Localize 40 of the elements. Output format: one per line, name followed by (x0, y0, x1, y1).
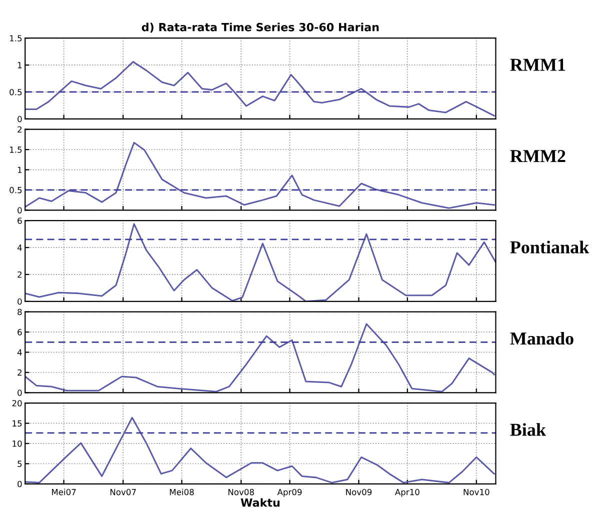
y-tick-label: 0.5 (10, 186, 22, 194)
y-tick-label: 4 (17, 349, 22, 356)
text: RMM2 (510, 150, 566, 162)
y-tick-label: 0 (18, 480, 22, 488)
y-tick-label: 20 (12, 400, 22, 406)
y-tick-label: 0 (18, 390, 22, 396)
y-tick-label: 4 (17, 244, 22, 251)
y-tick-label: 0 (18, 298, 22, 305)
y-tick-label: 5 (18, 460, 22, 467)
y-tick-label: 10 (12, 440, 22, 447)
x-tick-label: Nov08 (228, 488, 254, 496)
series-label: Manado (510, 332, 574, 345)
y-tick-label: 8 (18, 308, 22, 316)
x-tick-label: Apr10 (394, 488, 420, 497)
y-tick-label: 6 (18, 329, 22, 336)
line-series (25, 61, 495, 116)
y-tick-label: 2 (18, 271, 22, 278)
x-tick-label: Nov10 (464, 488, 490, 496)
y-tick-label: 1.5 (10, 146, 22, 153)
y-tick-label: 0.5 (10, 88, 22, 96)
y-tick-label: 1 (18, 62, 22, 68)
series-label: Pontianak (510, 240, 590, 254)
x-tick-label: Nov07 (110, 488, 136, 496)
y-tick-label: 2 (18, 126, 22, 133)
y-tick-label: 15 (12, 420, 22, 427)
line-series (25, 223, 496, 302)
x-tick-label: Mei07 (52, 488, 76, 496)
text: Biak (510, 423, 546, 436)
y-tick-label: 0 (18, 116, 22, 122)
y-tick-label: 2 (18, 369, 22, 376)
x-tick-label: Apr09 (277, 488, 302, 497)
chart-title: d) Rata-rata Time Series 30-60 Harian (142, 22, 379, 33)
x-tick-label: Mei08 (170, 488, 194, 496)
y-tick-label: 1 (18, 166, 22, 173)
y-tick-label: 1.5 (10, 35, 22, 42)
x-axis-title: Waktu (240, 498, 280, 507)
y-tick-label: 0 (18, 207, 22, 214)
text: RMM1 (510, 58, 566, 71)
x-tick-label: Nov09 (346, 488, 372, 496)
y-tick-label: 6 (18, 218, 22, 224)
